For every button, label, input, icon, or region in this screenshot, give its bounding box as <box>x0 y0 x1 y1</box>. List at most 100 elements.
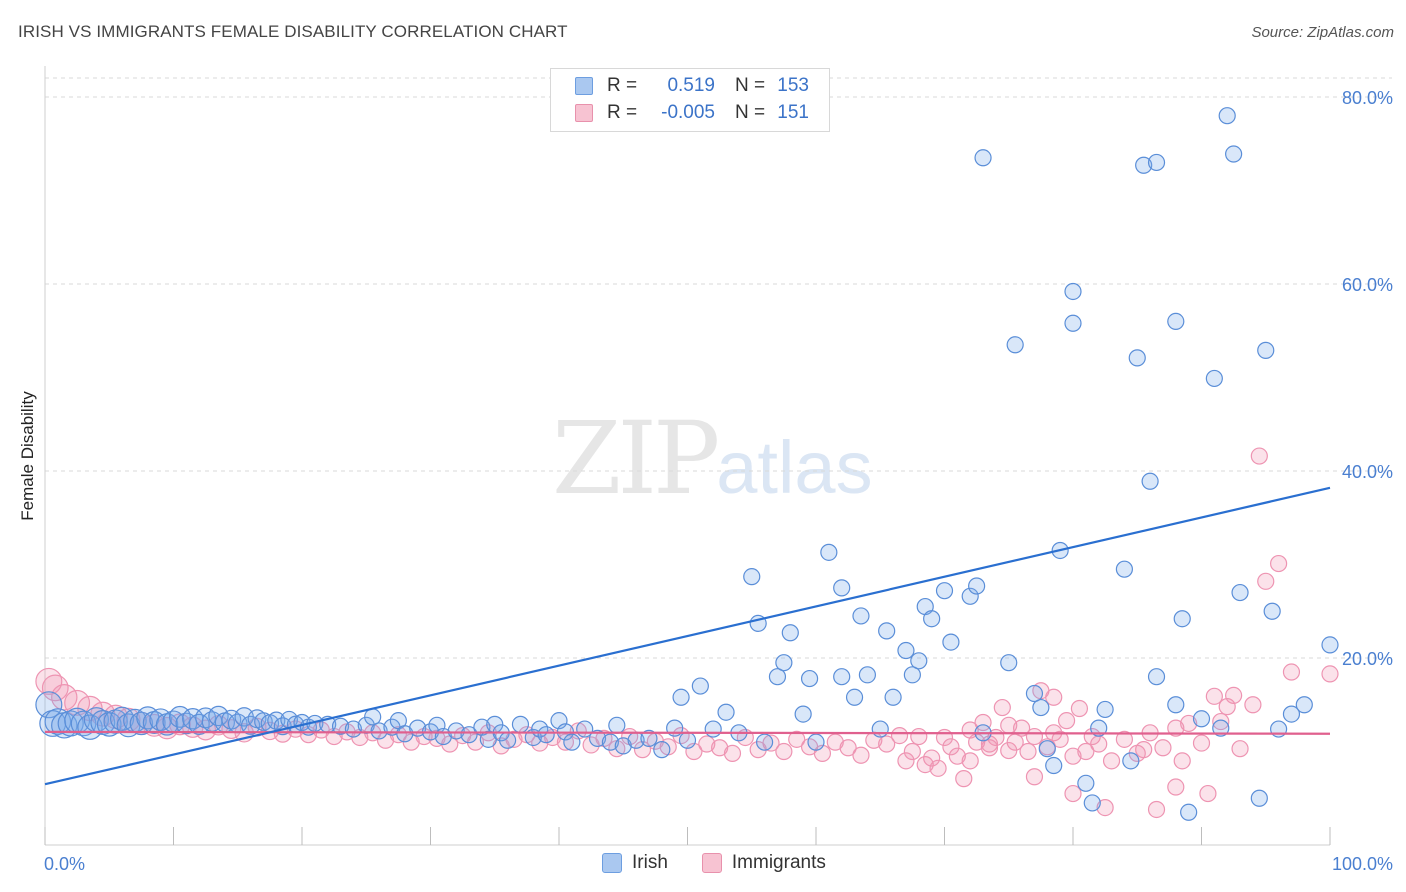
irish-points <box>35 107 1339 821</box>
irish-point <box>871 720 889 738</box>
immigrants-point <box>1025 727 1044 746</box>
immigrants-point <box>1147 800 1166 819</box>
immigrants-point <box>897 752 915 770</box>
y-tick-label: 60.0% <box>1342 275 1393 295</box>
immigrants-point <box>775 742 793 761</box>
irish-point <box>640 729 658 748</box>
immigrants-point <box>1205 687 1223 705</box>
immigrants-point <box>852 746 870 764</box>
legend-row-immigrants: R = -0.005 N = 151 <box>575 100 809 126</box>
irish-point <box>1321 636 1339 654</box>
irish-point <box>188 713 210 735</box>
correlation-legend: R = 0.519 N = 153 R = -0.005 N = 151 <box>550 68 830 132</box>
irish-point <box>704 720 722 738</box>
irish-point <box>1263 602 1281 620</box>
irish-point <box>743 568 761 586</box>
tick-labels: 20.0% 40.0% 60.0% 80.0% 0.0% 100.0% Female Dis… <box>18 88 1393 874</box>
irish-point <box>1192 710 1211 728</box>
irish-point <box>775 654 793 672</box>
immigrants-swatch <box>575 104 593 122</box>
immigrants-point <box>1192 734 1211 752</box>
legend-row-irish: R = 0.519 N = 153 <box>575 73 809 99</box>
immigrants-point <box>1231 740 1249 758</box>
irish-point <box>1006 336 1024 354</box>
immigrants-point <box>955 770 973 788</box>
immigrants-point <box>1199 784 1217 803</box>
watermark-atlas: atlas <box>716 426 873 509</box>
irish-point <box>961 587 979 605</box>
irish-point <box>331 717 350 735</box>
irish-point <box>653 741 671 759</box>
immigrants-point <box>1077 742 1095 761</box>
irish-point <box>1115 560 1134 578</box>
immigrants-point <box>762 734 780 752</box>
immigrants-point <box>993 698 1011 717</box>
irish-trend-line <box>44 486 1331 786</box>
immigrants-point <box>1051 730 1069 748</box>
immigrants-point <box>1321 665 1339 683</box>
irish-point <box>923 610 941 628</box>
irish-point <box>678 731 697 749</box>
legend-item-irish[interactable]: Irish <box>602 852 668 874</box>
irish-point <box>1096 700 1114 719</box>
irish-point <box>1128 349 1146 367</box>
immigrants-point <box>1212 712 1230 731</box>
immigrants-trend-line <box>44 730 1331 735</box>
r-label: R = <box>607 75 638 96</box>
irish-point <box>1173 610 1191 628</box>
irish-point <box>563 733 581 751</box>
irish-point <box>460 726 478 744</box>
immigrants-point <box>1064 784 1082 803</box>
irish-point <box>968 577 986 595</box>
immigrants-point <box>910 727 928 746</box>
immigrants-point <box>839 739 857 757</box>
irish-point <box>537 726 555 744</box>
irish-point <box>1257 341 1275 359</box>
irish-point <box>820 543 838 561</box>
immigrants-legend-swatch <box>701 853 722 873</box>
irish-point <box>447 722 465 740</box>
immigrants-point <box>1115 730 1134 748</box>
irish-point <box>800 669 819 688</box>
immigrants-point <box>788 730 806 748</box>
irish-point <box>768 668 787 686</box>
irish-point <box>1077 774 1095 792</box>
immigrants-point <box>1282 663 1301 681</box>
irish-point <box>1282 705 1301 723</box>
irish-point <box>1147 668 1166 686</box>
irish-point <box>601 733 620 751</box>
immigrants-point <box>1257 572 1275 590</box>
immigrants-point <box>1057 712 1076 730</box>
y-axis-title: Female Disability <box>18 391 37 521</box>
irish-point <box>1064 282 1082 301</box>
irish-point <box>1135 156 1153 174</box>
immigrants-point <box>903 742 921 761</box>
immigrants-point <box>890 727 909 745</box>
irish-point <box>1025 684 1044 703</box>
irish-point <box>1122 752 1140 770</box>
immigrants-point <box>961 752 979 770</box>
watermark-zip: ZIP <box>552 400 720 517</box>
x-tick-label-min: 0.0% <box>44 854 85 874</box>
immigrants-point <box>1225 686 1243 705</box>
irish-point <box>833 579 851 597</box>
irish-point <box>672 688 690 706</box>
immigrants-point <box>916 755 934 774</box>
y-tick-label: 80.0% <box>1342 88 1393 108</box>
irish-point <box>935 582 954 600</box>
irish-point <box>807 733 825 751</box>
immigrants-point <box>929 759 947 777</box>
irish-point <box>717 703 735 721</box>
immigrants-point <box>1173 752 1191 770</box>
n-label: N = <box>735 102 766 123</box>
immigrants-point <box>942 738 960 756</box>
irish-point <box>755 733 774 751</box>
immigrants-point <box>1102 752 1121 770</box>
irish-point <box>1000 654 1018 672</box>
legend-item-immigrants[interactable]: Immigrants <box>701 852 826 874</box>
immigrants-point <box>948 747 966 765</box>
irish-point <box>691 677 709 695</box>
immigrants-point <box>1064 747 1082 765</box>
immigrants-point <box>1070 699 1089 718</box>
